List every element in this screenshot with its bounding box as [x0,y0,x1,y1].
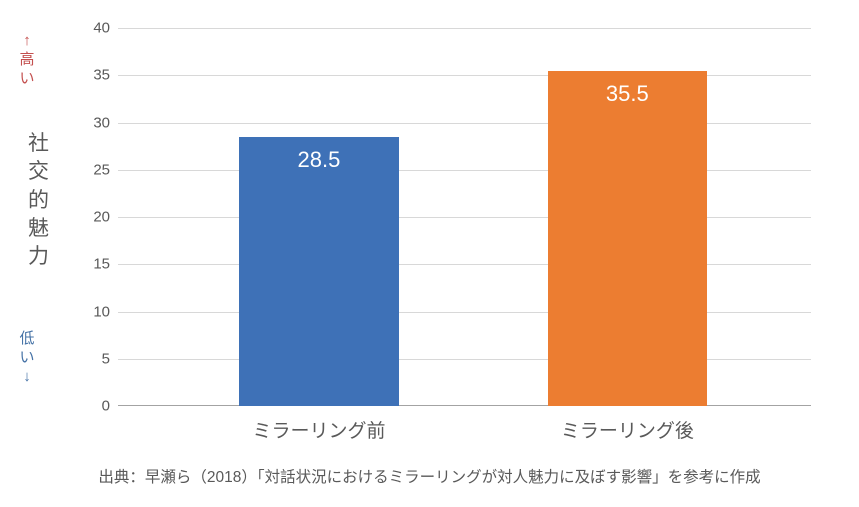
y-tick-label: 35 [93,67,110,84]
y-tick-label: 25 [93,161,110,178]
y-tick-label: 15 [93,256,110,273]
bar-value-label: 28.5 [239,147,398,173]
plot-area: 051015202530354028.5ミラーリング前35.5ミラーリング後 [118,28,811,406]
x-category-label: ミラーリング前 [252,416,385,443]
gridline [118,359,811,360]
y-axis-title: 社交的魅力 [28,130,50,272]
gridline [118,217,811,218]
bar: 28.5 [239,137,398,406]
y-tick-label: 20 [93,209,110,226]
x-axis-line [118,405,811,406]
y-tick-label: 0 [102,398,110,415]
y-axis-low-marker: 低い↓ [18,330,36,386]
y-tick-label: 5 [102,350,110,367]
gridline [118,75,811,76]
x-category-label: ミラーリング後 [561,416,694,443]
bar: 35.5 [548,71,707,406]
plot-inner: 051015202530354028.5ミラーリング前35.5ミラーリング後 [118,28,811,406]
gridline [118,264,811,265]
gridline [118,170,811,171]
gridline [118,28,811,29]
y-tick-label: 30 [93,114,110,131]
y-tick-label: 10 [93,303,110,320]
bar-value-label: 35.5 [548,81,707,107]
y-tick-label: 40 [93,20,110,37]
y-axis-high-marker: ↑高い [18,32,36,88]
gridline [118,312,811,313]
gridline [118,123,811,124]
chart-container: ↑高い 社交的魅力 低い↓ 051015202530354028.5ミラーリング… [0,0,859,507]
citation-text: 出典：早瀬ら（2018）「対話状況におけるミラーリングが対人魅力に及ぼす影響」を… [0,465,859,487]
